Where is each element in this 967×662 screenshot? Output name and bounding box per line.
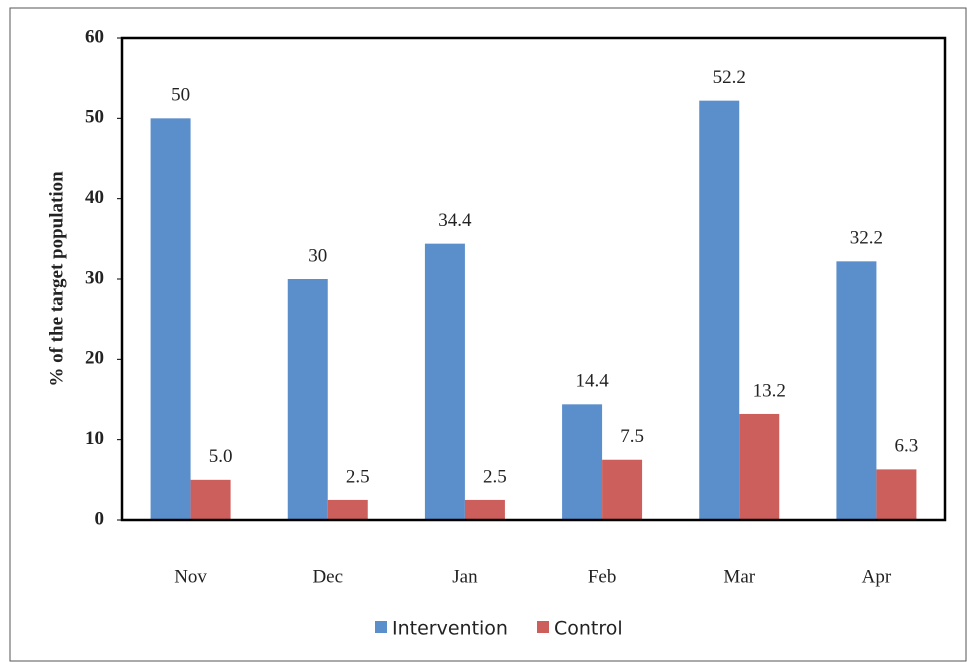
plot-frame [120, 36, 947, 522]
x-tick-label: Nov [174, 566, 207, 587]
bar [424, 243, 465, 521]
bar [327, 499, 368, 520]
bar [150, 118, 191, 520]
value-label: 13.2 [753, 380, 786, 401]
value-label: 5.0 [209, 446, 233, 467]
bar [287, 279, 328, 520]
x-tick-label: Feb [588, 566, 617, 587]
bar [876, 469, 917, 520]
y-tick-label: 0 [95, 508, 105, 529]
x-tick-label: Dec [312, 566, 343, 587]
value-label: 6.3 [895, 436, 919, 457]
x-tick-label: Mar [723, 566, 755, 587]
legend-swatch [537, 621, 549, 633]
value-label: 7.5 [620, 426, 644, 447]
y-tick-label: 20 [85, 348, 104, 369]
bar [739, 413, 780, 520]
legend-swatch [375, 621, 387, 633]
bar [464, 499, 505, 520]
bar [836, 261, 877, 520]
bar [602, 459, 643, 520]
y-tick-label: 50 [85, 107, 104, 128]
x-tick-label: Apr [862, 566, 892, 587]
value-label: 14.4 [575, 371, 609, 392]
bar [190, 479, 231, 520]
bar [699, 100, 740, 520]
y-tick-label: 30 [85, 267, 104, 288]
x-tick-label: Jan [452, 566, 478, 587]
value-label: 50 [171, 85, 190, 106]
value-label: 34.4 [438, 210, 472, 231]
y-tick-label: 10 [85, 428, 104, 449]
y-axis-title: % of the target population [46, 171, 67, 387]
legend-label: Control [554, 618, 623, 640]
bar [562, 404, 603, 520]
value-label: 32.2 [850, 228, 883, 249]
value-label: 2.5 [483, 466, 507, 487]
value-label: 52.2 [713, 67, 746, 88]
value-label: 2.5 [346, 466, 370, 487]
y-tick-label: 60 [85, 26, 104, 47]
value-label: 30 [308, 245, 327, 266]
outer-frame [9, 7, 967, 662]
legend-label: Intervention [392, 618, 508, 640]
y-tick-label: 40 [85, 187, 104, 208]
